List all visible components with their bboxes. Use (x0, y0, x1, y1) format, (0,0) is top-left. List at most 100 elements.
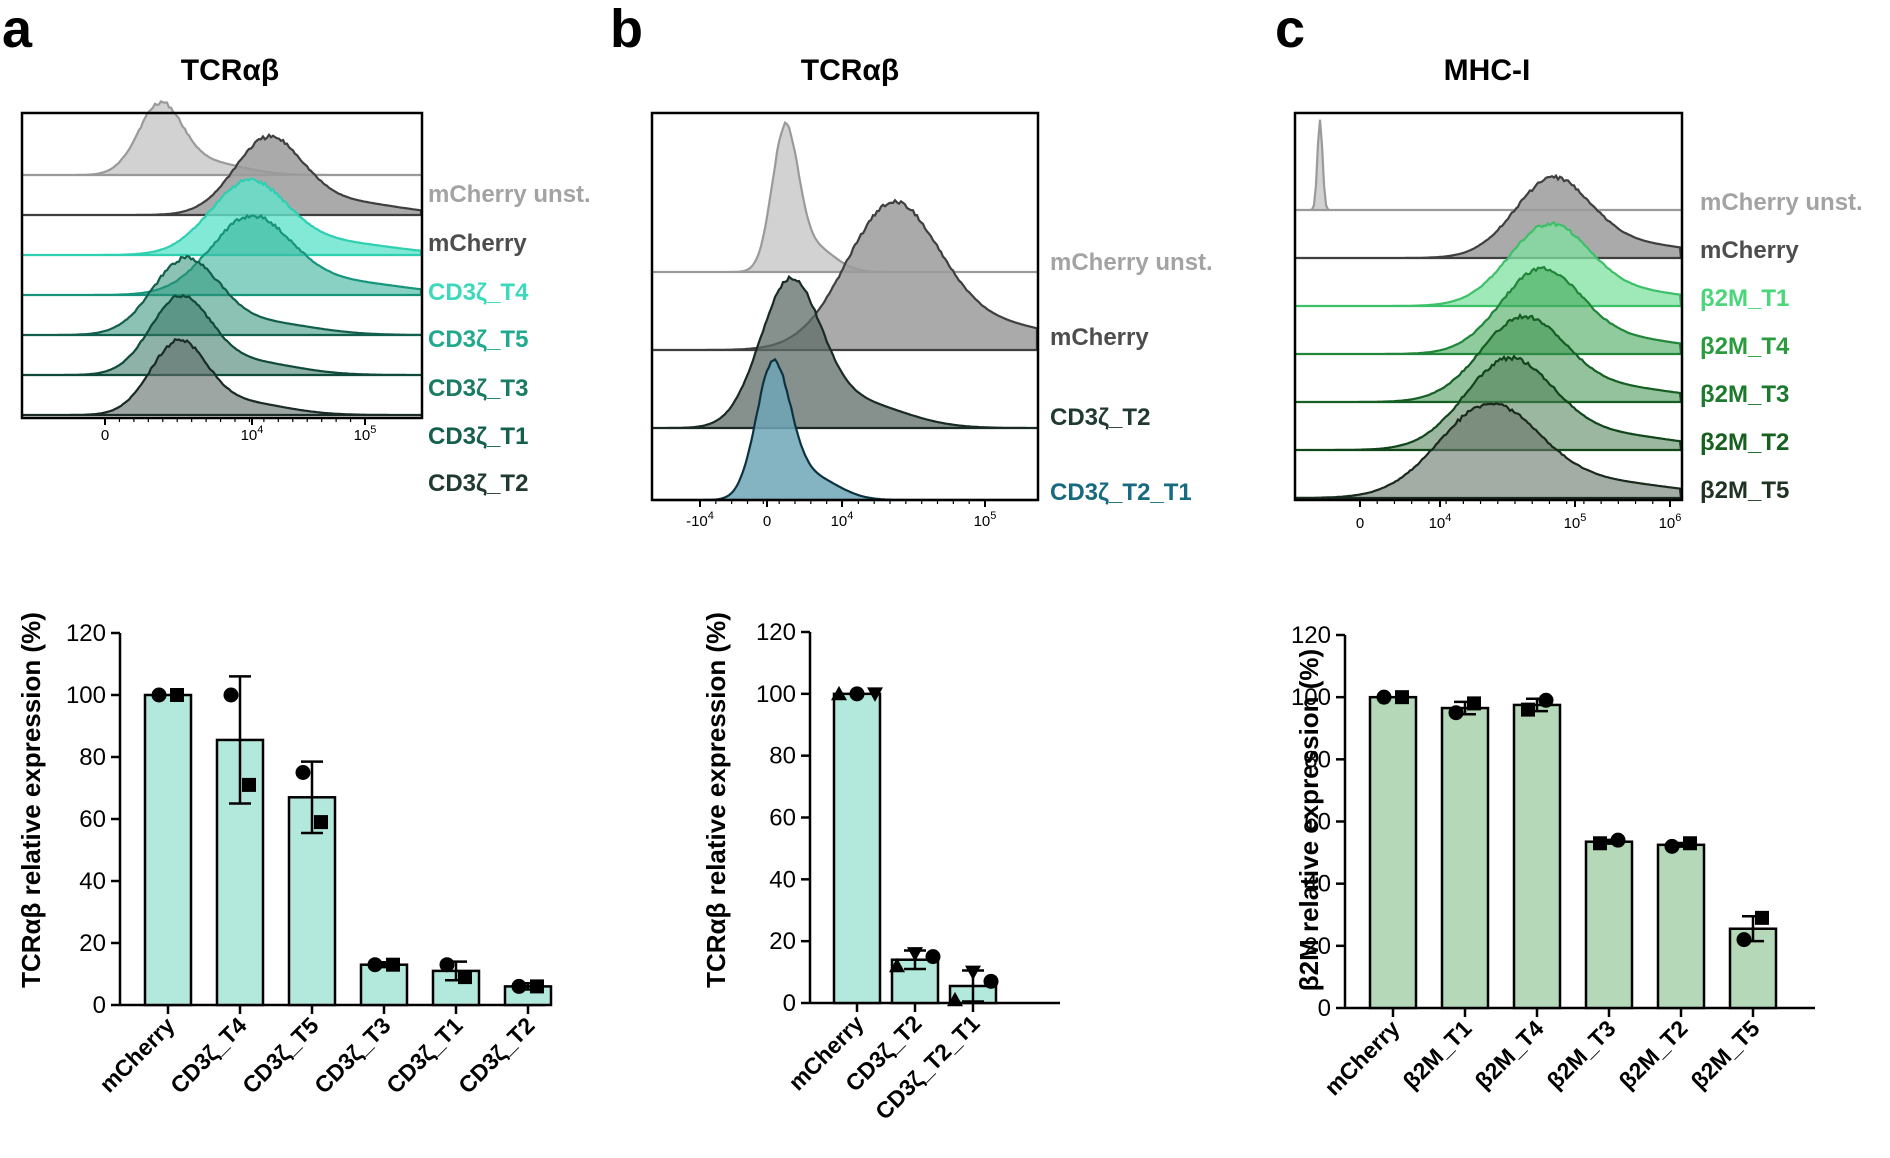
hist-label-a-6: CD3ζ_T2 (428, 470, 528, 497)
y-tick-label-c-1: 20 (1304, 933, 1331, 960)
hist-peak-c-0 (1296, 119, 1681, 212)
bar-c-4 (1656, 843, 1706, 1010)
data-point-a-0-1 (170, 688, 184, 702)
data-point-c-3-1 (1610, 832, 1626, 848)
data-point-c-3-0 (1593, 836, 1607, 851)
histogram-b: mCherry unst. mCherry CD3ζ_T2 CD3ζ_T2_T1 -10… (650, 111, 1213, 530)
y-tick-label-c-4: 80 (1304, 746, 1331, 773)
hist-peak-b-2 (653, 274, 1037, 430)
hist-label-c-5: β2M_T2 (1700, 429, 1789, 456)
hist-label-a-5: CD3ζ_T1 (428, 423, 528, 450)
y-tick-label-b-2: 40 (769, 866, 796, 893)
y-tick-label-b-4: 80 (769, 743, 796, 770)
hist-label-c-1: mCherry (1700, 237, 1799, 264)
hist-label-c-3: β2M_T4 (1700, 333, 1790, 360)
hist-frame-c (1293, 111, 1684, 502)
bar-chart-a: 0 20 40 60 80 100 120 TCRαβ relative expression… (16, 612, 553, 1099)
histogram-c: mCherry unst. mCherry β2M_T1 β2M_T4 β2M_T3 β2… (1293, 111, 1863, 532)
data-point-c-2-1 (1538, 692, 1554, 708)
data-point-a-3-1 (386, 957, 400, 972)
data-point-c-4-1 (1683, 836, 1697, 851)
hist-tick-label-c-2: 105 (1564, 512, 1587, 532)
data-point-a-1-1 (242, 777, 256, 792)
data-point-c-2-0 (1521, 702, 1535, 717)
hist-peak-b-1 (653, 198, 1039, 352)
data-point-b-0-2 (867, 687, 883, 702)
histogram-a: mCherry unst. mCherry CD3ζ_T4 CD3ζ_T5 CD3ζ_T… (20, 99, 591, 497)
hist-label-c-6: β2M_T5 (1700, 477, 1789, 504)
hist-label-c-0: mCherry unst. (1700, 189, 1863, 216)
data-point-c-0-1 (1395, 690, 1409, 705)
y-tick-label-b-5: 100 (756, 681, 796, 708)
y-tick-label-a-2: 40 (79, 868, 106, 895)
hist-tick-label-c-3: 106 (1659, 512, 1682, 532)
hist-label-b-0: mCherry unst. (1050, 249, 1213, 276)
x-tick-label-a-4: CD3ζ_T1 (381, 1012, 468, 1099)
y-tick-label-b-3: 60 (769, 805, 796, 832)
hist-label-a-2: CD3ζ_T4 (428, 279, 529, 306)
y-tick-label-a-3: 60 (79, 806, 106, 833)
hist-tick-label-c-1: 104 (1429, 512, 1452, 532)
hist-label-c-4: β2M_T3 (1700, 381, 1789, 408)
y-tick-label-c-3: 60 (1304, 809, 1331, 836)
hist-label-a-1: mCherry (428, 230, 527, 257)
hist-tick-label-b-3: 105 (974, 510, 997, 530)
data-point-c-1-1 (1467, 696, 1481, 711)
data-point-a-5-1 (530, 979, 544, 994)
hist-frame-a (20, 111, 424, 420)
x-tick-label-a-5: CD3ζ_T2 (453, 1012, 539, 1098)
data-point-a-2-0 (295, 765, 311, 780)
hist-peak-b-0 (653, 120, 1037, 274)
y-tick-label-c-0: 0 (1318, 995, 1331, 1022)
data-point-a-1-0 (223, 687, 239, 703)
data-point-b-1-1 (907, 947, 923, 962)
hist-frame-b (650, 111, 1040, 502)
x-tick-label-a-3: CD3ζ_T3 (309, 1012, 395, 1098)
hist-tick-label-b-0: -104 (686, 510, 714, 530)
bar-c-3 (1584, 840, 1634, 1010)
y-axis-label-a: TCRαβ relative expression (%) (16, 612, 46, 988)
hist-label-b-3: CD3ζ_T2_T1 (1050, 479, 1192, 506)
x-tick-label-a-0: mCherry (94, 1012, 179, 1097)
hist-tick-label-b-1: 0 (763, 513, 771, 530)
x-tick-label-a-2: CD3ζ_T5 (237, 1012, 324, 1099)
x-tick-label-a-1: CD3ζ_T4 (165, 1012, 252, 1099)
data-point-c-4-0 (1664, 838, 1680, 854)
data-point-c-5-0 (1736, 932, 1752, 948)
data-point-a-2-1 (314, 815, 328, 830)
x-tick-label-c-2: β2M_T4 (1470, 1015, 1549, 1094)
data-point-b-2-2 (983, 973, 999, 989)
data-point-b-0-0 (831, 685, 847, 701)
y-axis-label-c: β2M relative expression (%) (1294, 649, 1324, 991)
bar-b-0 (832, 692, 882, 1005)
data-point-b-1-2 (925, 949, 941, 965)
hist-title-c: MHC-I (1444, 54, 1531, 87)
x-tick-label-c-4: β2M_T2 (1614, 1015, 1693, 1094)
bar-c-0 (1368, 695, 1418, 1010)
panel-letter-b: b (610, 0, 643, 59)
bar-a-3 (359, 963, 409, 1007)
hist-tick-label-a-0: 0 (101, 427, 109, 444)
y-tick-label-c-5: 100 (1291, 684, 1331, 711)
hist-tick-label-b-2: 104 (831, 510, 854, 530)
x-tick-label-c-1: β2M_T1 (1398, 1015, 1477, 1094)
data-point-a-0-0 (151, 687, 167, 703)
y-tick-label-c-6: 120 (1291, 622, 1331, 649)
hist-label-a-0: mCherry unst. (428, 181, 591, 208)
data-point-a-5-0 (511, 978, 527, 994)
hist-label-b-1: mCherry (1050, 324, 1149, 351)
hist-tick-label-a-1: 104 (241, 424, 264, 444)
bar-a-0 (143, 693, 193, 1007)
hist-label-a-4: CD3ζ_T3 (428, 375, 528, 402)
hist-peak-c-6 (1294, 402, 1683, 500)
y-tick-label-c-2: 40 (1304, 871, 1331, 898)
hist-tick-label-a-2: 105 (354, 424, 377, 444)
data-point-a-3-0 (367, 957, 383, 973)
y-tick-label-b-6: 120 (756, 619, 796, 646)
bar-c-1 (1440, 706, 1490, 1010)
x-tick-label-c-5: β2M_T5 (1686, 1015, 1765, 1094)
hist-label-a-3: CD3ζ_T5 (428, 326, 528, 353)
y-axis-label-b: TCRαβ relative expression (%) (701, 612, 731, 988)
